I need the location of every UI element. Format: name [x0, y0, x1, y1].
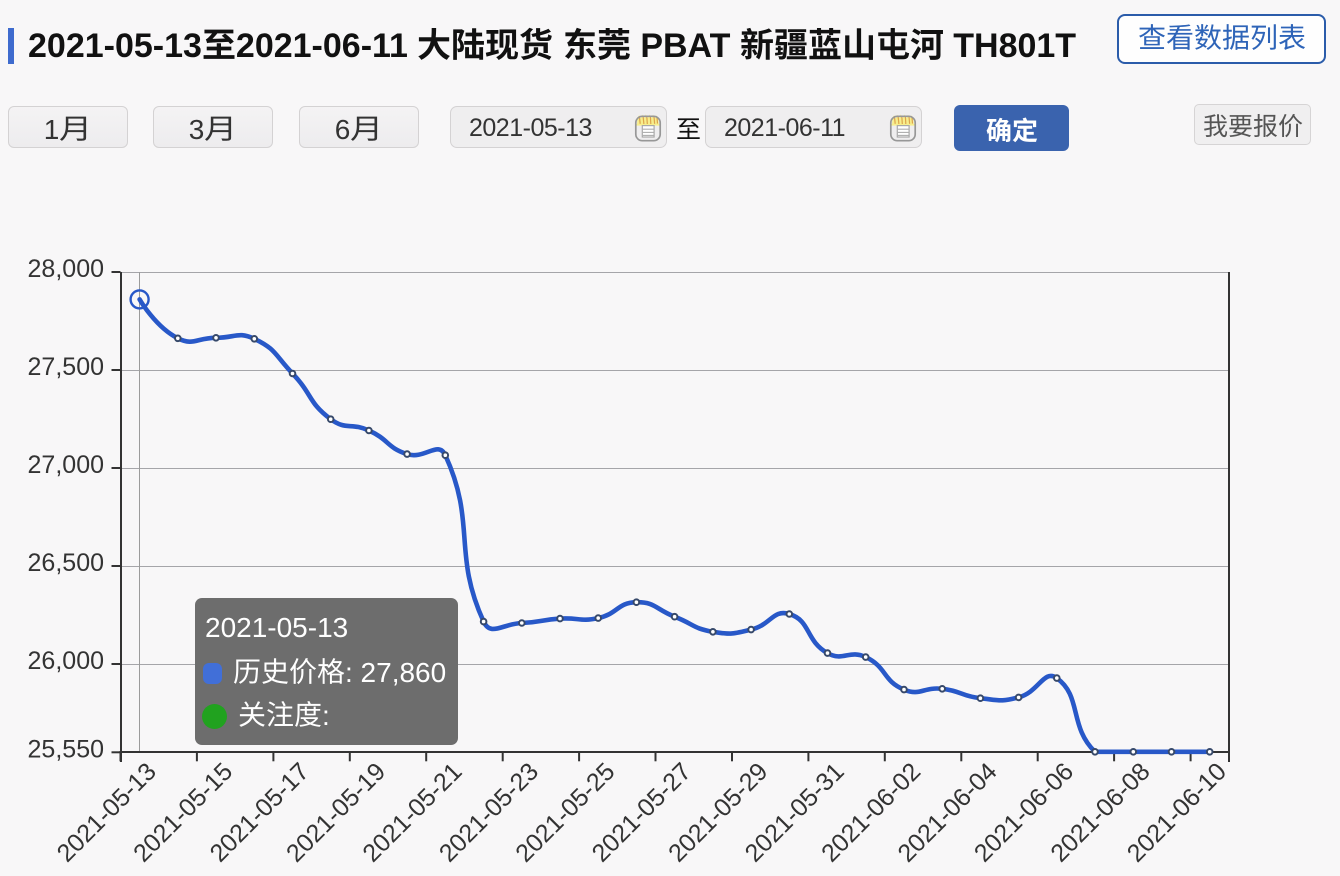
svg-text:26,500: 26,500	[28, 549, 104, 577]
svg-text:27,500: 27,500	[28, 353, 104, 381]
svg-text:25,550: 25,550	[28, 735, 104, 763]
svg-text:26,000: 26,000	[28, 647, 104, 675]
svg-text:28,000: 28,000	[28, 255, 104, 283]
svg-text:27,000: 27,000	[28, 451, 104, 479]
